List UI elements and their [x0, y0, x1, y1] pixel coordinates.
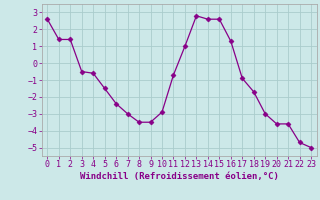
X-axis label: Windchill (Refroidissement éolien,°C): Windchill (Refroidissement éolien,°C) [80, 172, 279, 181]
